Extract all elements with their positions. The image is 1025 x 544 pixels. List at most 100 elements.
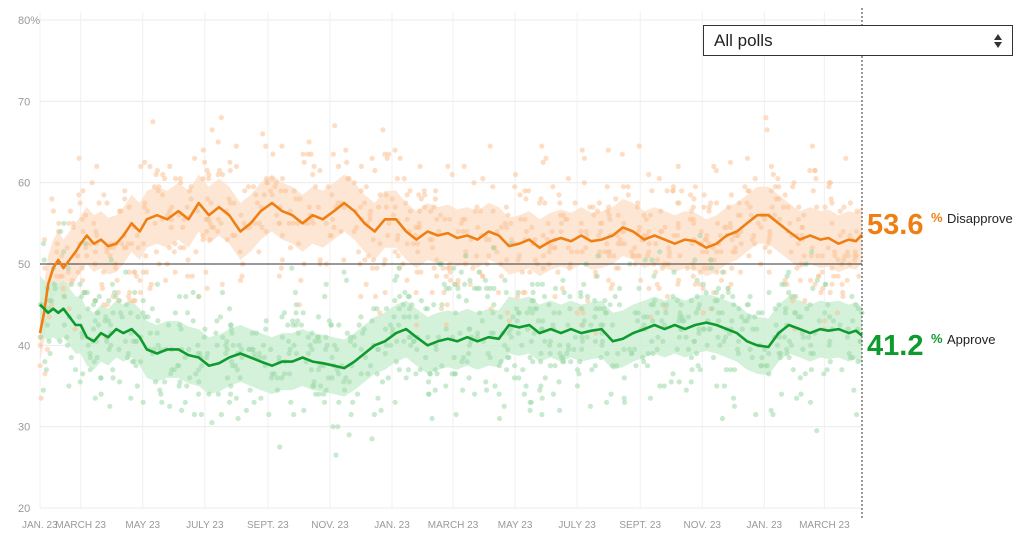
disapprove-poll-dot — [515, 257, 521, 263]
disapprove-poll-dot — [142, 200, 148, 206]
disapprove-poll-dot — [429, 237, 435, 243]
disapprove-poll-dot — [826, 184, 832, 190]
disapprove-poll-dot — [37, 363, 43, 369]
approve-poll-dot — [532, 306, 538, 312]
disapprove-poll-dot — [490, 208, 496, 214]
approve-poll-dot — [474, 334, 480, 340]
approve-poll-dot — [821, 371, 827, 377]
disapprove-poll-dot — [311, 163, 317, 169]
approve-poll-dot — [721, 338, 727, 344]
approve-poll-dot — [472, 285, 478, 291]
approve-poll-dot — [184, 383, 190, 389]
approve-poll-dot — [628, 350, 635, 357]
approve-poll-dot — [851, 387, 857, 393]
approve-poll-dot — [709, 306, 715, 312]
approve-poll-dot — [336, 322, 342, 328]
disapprove-poll-dot — [790, 184, 796, 190]
approve-poll-dot — [157, 387, 163, 393]
approve-poll-dot — [135, 314, 141, 320]
approve-poll-dot — [527, 399, 533, 405]
disapprove-poll-dot — [354, 224, 360, 230]
disapprove-poll-dot — [204, 285, 210, 291]
approve-poll-dot — [58, 228, 64, 235]
approve-poll-dot — [786, 289, 792, 296]
approve-poll-dot — [674, 346, 680, 352]
approve-poll-dot — [228, 391, 234, 397]
approve-poll-dot — [315, 367, 322, 373]
disapprove-poll-dot — [358, 204, 364, 210]
disapprove-poll-dot — [729, 237, 735, 243]
disapprove-poll-dot — [629, 249, 635, 255]
disapprove-poll-dot — [585, 298, 591, 304]
approve-poll-dot — [633, 363, 639, 369]
disapprove-poll-dot — [621, 220, 627, 226]
approve-poll-dot — [776, 302, 782, 308]
approve-poll-dot — [647, 395, 654, 401]
approve-poll-dot — [234, 367, 240, 373]
approve-poll-dot — [432, 387, 438, 393]
disapprove-poll-dot — [282, 188, 289, 194]
approve-poll-dot — [251, 399, 257, 405]
approve-poll-dot — [513, 306, 520, 312]
disapprove-poll-dot — [343, 147, 349, 153]
approve-poll-dot — [385, 375, 391, 381]
disapprove-poll-dot — [383, 192, 389, 198]
approve-poll-dot — [443, 285, 450, 291]
disapprove-poll-dot — [219, 281, 225, 287]
disapprove-poll-dot — [795, 216, 802, 222]
approve-poll-dot — [125, 350, 131, 357]
disapprove-poll-dot — [56, 220, 62, 226]
approve-poll-dot — [752, 314, 758, 320]
disapprove-poll-dot — [155, 188, 161, 194]
disapprove-poll-dot — [812, 281, 818, 287]
disapprove-poll-dot — [138, 163, 144, 169]
disapprove-poll-dot — [227, 159, 233, 165]
approve-poll-dot — [496, 391, 502, 397]
disapprove-poll-dot — [382, 151, 388, 157]
disapprove-poll-dot — [557, 212, 564, 218]
poll-filter-select[interactable]: All polls — [703, 25, 1013, 56]
approve-poll-dot — [809, 249, 815, 255]
approve-poll-dot — [476, 285, 482, 291]
disapprove-poll-dot — [688, 208, 695, 214]
disapprove-poll-dot — [445, 265, 451, 271]
disapprove-poll-dot — [767, 228, 773, 235]
y-tick-label: 20 — [18, 503, 30, 515]
approve-poll-dot — [258, 395, 264, 401]
approve-poll-dot — [523, 383, 529, 389]
approve-poll-dot — [382, 326, 388, 332]
approve-poll-dot — [688, 354, 695, 361]
disapprove-poll-dot — [59, 273, 65, 279]
disapprove-poll-dot — [462, 216, 468, 222]
approve-poll-dot — [79, 293, 85, 300]
disapprove-poll-dot — [315, 204, 321, 210]
approve-poll-dot — [556, 379, 562, 385]
approve-poll-dot — [712, 298, 718, 304]
approve-poll-dot — [331, 342, 338, 348]
disapprove-poll-dot — [822, 318, 828, 324]
approve-poll-dot — [578, 293, 584, 300]
disapprove-poll-dot — [794, 265, 800, 271]
approve-poll-dot — [681, 318, 687, 324]
disapprove-poll-dot — [79, 216, 85, 222]
disapprove-poll-dot — [432, 196, 438, 202]
disapprove-poll-dot — [761, 216, 768, 222]
x-tick-label: MARCH 23 — [428, 520, 479, 531]
disapprove-poll-dot — [832, 253, 838, 259]
disapprove-poll-dot — [255, 200, 261, 206]
disapprove-poll-dot — [291, 188, 297, 194]
disapprove-poll-dot — [698, 228, 704, 235]
approve-poll-dot — [417, 367, 423, 373]
disapprove-poll-dot — [380, 127, 386, 133]
disapprove-poll-dot — [189, 273, 195, 279]
disapprove-poll-dot — [358, 293, 364, 300]
disapprove-poll-dot — [714, 249, 720, 255]
disapprove-poll-dot — [147, 285, 153, 291]
approve-poll-dot — [285, 338, 292, 344]
approve-poll-dot — [154, 281, 160, 287]
disapprove-poll-dot — [475, 224, 481, 230]
approve-poll-dot — [849, 293, 855, 300]
approve-poll-dot — [622, 399, 628, 405]
approve-poll-dot — [281, 310, 287, 316]
disapprove-poll-dot — [782, 192, 788, 198]
